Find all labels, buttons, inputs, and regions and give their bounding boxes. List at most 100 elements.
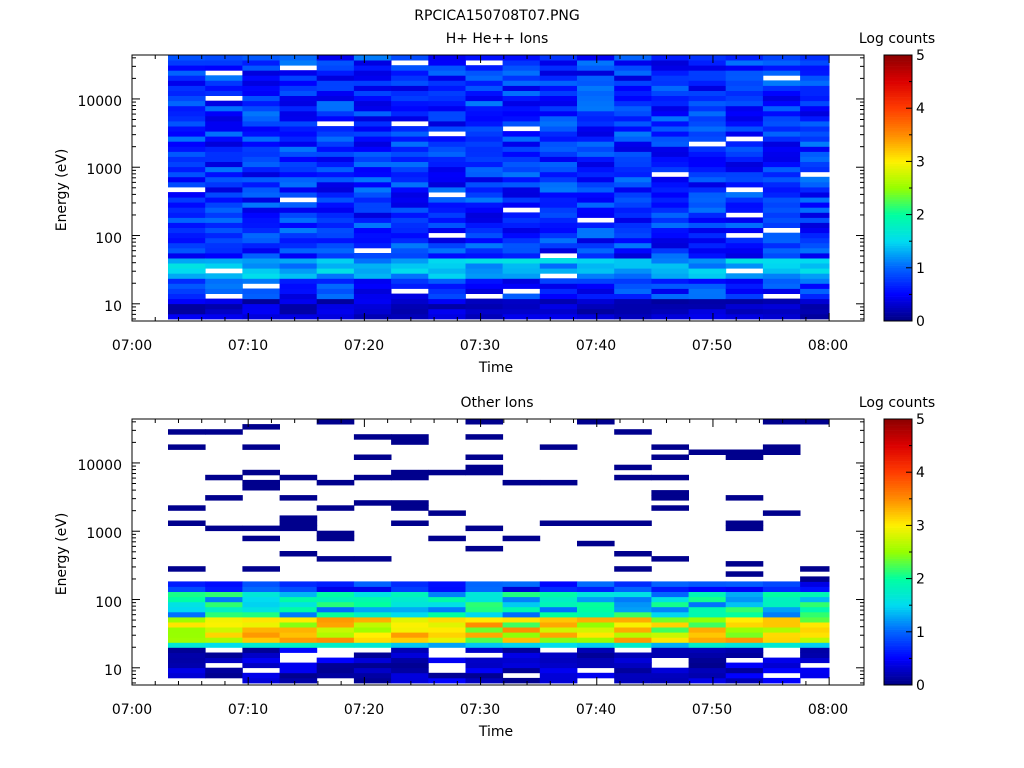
spectrogram-cell <box>168 161 206 168</box>
spectrogram-cell <box>242 55 280 61</box>
spectrogram-cell <box>725 258 764 264</box>
spectrogram-cell <box>725 454 764 460</box>
spectrogram-cell <box>428 611 466 618</box>
spectrogram-cell <box>391 85 429 91</box>
spectrogram-cell <box>762 510 801 516</box>
spectrogram-cell <box>279 642 318 648</box>
spectrogram-cell <box>725 95 764 102</box>
spectrogram-cell <box>391 100 429 107</box>
spectrogram-cell <box>465 672 504 679</box>
spectrogram-cell <box>465 100 504 107</box>
spectrogram-cell <box>502 197 541 203</box>
spectrogram-cell <box>465 263 504 269</box>
spectrogram-cell <box>539 166 578 173</box>
spectrogram-cell <box>762 161 801 168</box>
spectrogram-cell <box>614 171 652 178</box>
spectrogram-cell <box>502 55 541 61</box>
spectrogram-cell <box>353 151 392 157</box>
spectrogram-cell <box>688 288 727 294</box>
spectrogram-cell <box>391 474 429 481</box>
spectrogram-cell <box>614 672 652 679</box>
spectrogram-cell <box>353 222 392 228</box>
spectrogram-cell <box>168 227 206 234</box>
spectrogram-cell <box>316 136 355 142</box>
spectrogram-cell <box>168 100 206 107</box>
spectrogram-cell <box>577 662 615 669</box>
spectrogram-cell <box>651 454 689 460</box>
spectrogram-cell <box>502 100 541 107</box>
spectrogram-cell <box>725 85 764 91</box>
spectrogram-cell <box>651 247 689 254</box>
colorbar-segment <box>884 130 912 133</box>
spectrogram-cell <box>614 85 652 91</box>
spectrogram-cell <box>502 146 541 152</box>
spectrogram-cell <box>242 121 280 127</box>
spectrogram-cell <box>651 95 689 102</box>
spectrogram-cell <box>502 232 541 239</box>
spectrogram-cell <box>353 100 392 107</box>
spectrogram-cell <box>614 212 652 218</box>
spectrogram-cell <box>614 207 652 213</box>
spectrogram-cell <box>353 181 392 188</box>
spectrogram-cell <box>428 308 466 315</box>
spectrogram-cell <box>762 110 801 117</box>
spectrogram-cell <box>205 273 243 279</box>
colorbar-segment <box>884 483 912 486</box>
spectrogram-cell <box>428 258 466 264</box>
spectrogram-cell <box>502 192 541 198</box>
spectrogram-cell <box>465 247 504 254</box>
spectrogram-cell <box>502 596 541 603</box>
colorbar-segment <box>884 141 912 144</box>
colorbar-segment <box>884 148 912 151</box>
spectrogram-cell <box>577 126 615 132</box>
spectrogram-cell <box>577 90 615 96</box>
spectrogram-cell <box>762 288 801 294</box>
spectrogram-cell <box>242 662 280 669</box>
spectrogram-cell <box>651 647 689 653</box>
spectrogram-cell <box>428 469 466 476</box>
colorbar-segment <box>884 112 912 116</box>
spectrogram-cell <box>316 535 355 542</box>
spectrogram-cell <box>465 232 504 239</box>
spectrogram-cell <box>279 263 318 269</box>
colorbar-segment <box>884 88 912 91</box>
colorbar-segment <box>884 645 912 648</box>
colorbar-segment <box>884 427 912 431</box>
spectrogram-cell <box>353 667 392 674</box>
spectrogram-cell <box>614 60 652 66</box>
spectrogram-cell <box>577 308 615 315</box>
spectrogram-cell <box>688 581 727 587</box>
spectrogram-cell <box>316 217 355 223</box>
spectrogram-cell <box>168 313 206 320</box>
spectrogram-cell <box>688 586 727 592</box>
colorbar-segment <box>884 296 912 300</box>
spectrogram-cell <box>800 263 830 269</box>
spectrogram-cell <box>762 55 801 61</box>
spectrogram-cell <box>800 617 830 623</box>
spectrogram-cell <box>279 75 318 81</box>
colorbar-segment <box>884 159 912 162</box>
spectrogram-cell <box>725 60 764 66</box>
spectrogram-cell <box>465 151 504 157</box>
colorbar-segment <box>884 583 912 586</box>
spectrogram-cell <box>353 90 392 96</box>
spectrogram-cell <box>428 283 466 289</box>
spectrogram-cell <box>688 85 727 91</box>
spectrogram-cell <box>353 677 392 684</box>
spectrogram-cell <box>614 611 652 618</box>
spectrogram-cell <box>391 258 429 264</box>
spectrogram-cell <box>205 60 243 66</box>
spectrogram-cell <box>688 197 727 203</box>
spectrogram-cell <box>762 278 801 284</box>
spectrogram-cell <box>205 222 243 228</box>
spectrogram-cell <box>465 268 504 274</box>
spectrogram-cell <box>353 627 392 633</box>
colorbar-segment <box>884 505 912 508</box>
spectrogram-cell <box>800 141 830 147</box>
spectrogram-cell <box>725 525 764 532</box>
spectrogram-cell <box>242 273 280 279</box>
spectrogram-cell <box>391 202 429 208</box>
spectrogram-cell <box>316 232 355 239</box>
colorbar-segment <box>884 534 912 537</box>
spectrogram-cell <box>688 80 727 86</box>
